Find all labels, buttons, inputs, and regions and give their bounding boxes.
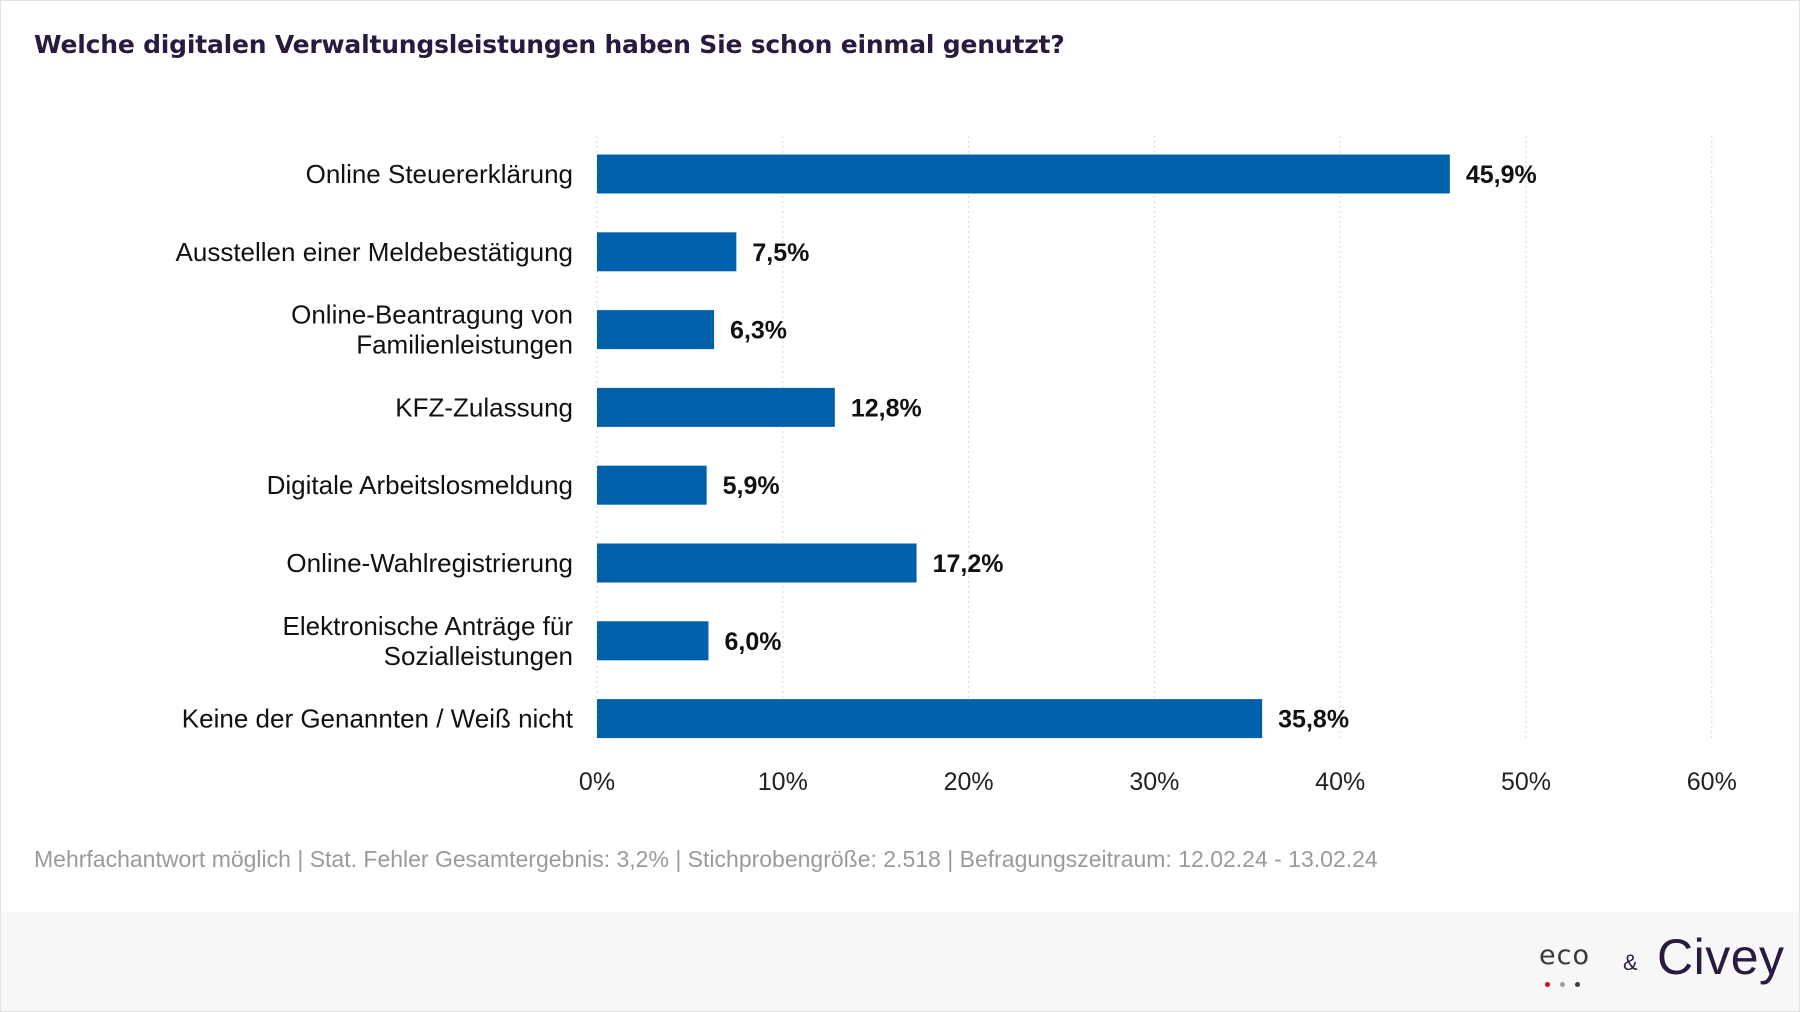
bar-value-label: 17,2% <box>933 550 1004 578</box>
eco-dot-dark <box>1575 982 1580 987</box>
bar-value-label: 45,9% <box>1466 161 1537 189</box>
footer-bar: eco & Civey <box>1 912 1799 1011</box>
category-label: Online-Beantragung von Familienleistungen <box>291 300 573 360</box>
bar-value-label: 12,8% <box>851 394 922 422</box>
category-label: Keine der Genannten / Weiß nicht <box>182 704 574 734</box>
eco-wordmark: eco <box>1539 940 1590 971</box>
eco-dot-red <box>1545 982 1550 987</box>
chart-title: Welche digitalen Verwaltungsleistungen h… <box>34 30 1065 59</box>
bar-chart: Online Steuererklärung Ausstellen einer M… <box>176 136 1737 796</box>
x-tick-label: 30% <box>1129 768 1179 796</box>
bar-value-label: 35,8% <box>1278 706 1349 734</box>
bar-value-label: 6,3% <box>730 317 787 345</box>
bar[interactable] <box>597 699 1263 739</box>
bar[interactable] <box>597 310 715 350</box>
x-tick-label: 20% <box>944 768 994 796</box>
gridlines <box>596 136 1713 740</box>
eco-logo[interactable]: eco <box>1531 940 1607 987</box>
bar[interactable] <box>597 543 917 583</box>
x-axis-tick-labels: 0% 10% 20% 30% 40% 50% 60% <box>579 768 1737 796</box>
eco-dots <box>1545 974 1590 992</box>
category-label: Elektronische Anträge für Sozialleistunge… <box>283 611 574 671</box>
survey-footnote: Mehrfachantwort möglich | Stat. Fehler G… <box>34 846 1378 872</box>
ampersand: & <box>1623 950 1638 975</box>
category-label: Online-Wahlregistrierung <box>286 548 573 578</box>
category-label: Digitale Arbeitslosmeldung <box>267 470 573 500</box>
bar-value-label: 5,9% <box>723 472 780 500</box>
bar-value-label: 6,0% <box>724 628 781 656</box>
bar[interactable] <box>597 621 709 661</box>
category-label: Online Steuererklärung <box>306 159 573 189</box>
bar-value-label: 7,5% <box>752 239 809 267</box>
bars <box>597 154 1450 739</box>
category-label: KFZ-Zulassung <box>395 392 573 422</box>
x-tick-label: 50% <box>1501 768 1551 796</box>
bar[interactable] <box>597 154 1450 194</box>
value-labels: 45,9% 7,5% 6,3% 12,8% 5,9% 17,2% 6,0% 35,8% <box>723 161 1537 734</box>
x-tick-label: 40% <box>1315 768 1365 796</box>
category-label: Ausstellen einer Meldebestätigung <box>176 237 573 267</box>
x-tick-label: 60% <box>1687 768 1737 796</box>
bar[interactable] <box>597 465 707 505</box>
eco-dot-gray <box>1560 982 1565 987</box>
x-tick-label: 10% <box>758 768 808 796</box>
civey-logo[interactable]: Civey <box>1657 929 1785 985</box>
bar[interactable] <box>597 387 835 427</box>
bar[interactable] <box>597 232 737 272</box>
x-tick-label: 0% <box>579 768 615 796</box>
category-labels: Online Steuererklärung Ausstellen einer M… <box>176 159 574 734</box>
